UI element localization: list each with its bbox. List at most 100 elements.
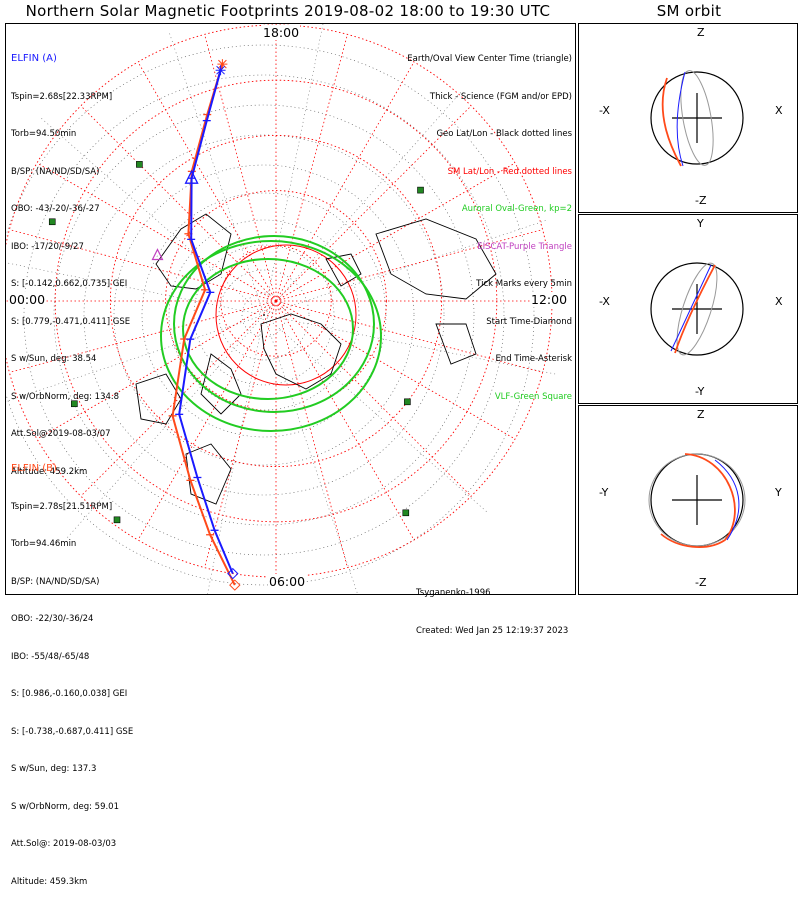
elfin-a-start-diamond (227, 567, 239, 580)
axis-label-right: X (775, 104, 783, 117)
sm-orbit-title: SM orbit (656, 2, 722, 20)
mlt-label-right: 12:00 (530, 292, 569, 307)
axis-label-bottom: -Y (695, 385, 705, 398)
elfin-a-line: Altitude: 459.2km (11, 466, 88, 477)
vlf-station-square (71, 400, 78, 408)
eiscat-triangle (151, 248, 164, 261)
axis-label-left: -Y (599, 486, 609, 499)
legend-entry: Start Time-Diamond (486, 316, 572, 327)
elfin-b-end-asterisk (217, 59, 228, 70)
polar-map-svg (6, 24, 559, 594)
elfin-b-line: OBO: -22/30/-36/24 (11, 614, 94, 624)
elfin-a-orbit (714, 459, 740, 541)
elfin-a-view-triangle (184, 169, 199, 184)
elfin-a-line: Torb=94.50min (11, 129, 77, 139)
elfin-b-line: S: [0.986,-0.160,0.038] GEI (11, 689, 128, 699)
axis-label-left: -X (599, 295, 610, 308)
geo-lat-circle (241, 292, 287, 338)
coastline (435, 323, 477, 365)
orbit-path (680, 70, 714, 166)
elfin-b-line: B/SP: (NA/ND/SD/SA) (11, 576, 100, 587)
vlf-station-square (402, 509, 410, 517)
elfin-b-line: Torb=94.46min (11, 539, 77, 549)
elfin-b-info: ELFIN (B) Tspin=2.78s[21.51RPM] Torb=94.… (11, 438, 133, 913)
sm-mlt-line (204, 34, 277, 302)
elfin-a-orbit (676, 71, 686, 167)
elfin-a-info: ELFIN (A) Tspin=2.68s[22.33RPM] Torb=94.… (11, 28, 130, 503)
axis-label-top: Y (697, 217, 704, 230)
elfin-a-line: S w/OrbNorm, deg: 134.8 (11, 391, 120, 402)
legend-entry: SM Lat/Lon - Red dotted lines (447, 166, 572, 177)
map-legend: Earth/Oval View Center Time (triangle) T… (407, 28, 572, 428)
sm-orbit-xz-panel: Z -Z -X X (578, 23, 798, 213)
geo-lat-circle (141, 192, 387, 438)
sm-orbit-yz-svg (648, 453, 746, 548)
elfin-a-line: IBO: -17/20/-9/27 (11, 241, 84, 252)
elfin-a-track (178, 69, 234, 574)
elfin-a-line: OBO: -43/-20/-36/-27 (11, 204, 100, 214)
elfin-a-line: S w/Sun, deg: 38.54 (11, 354, 97, 364)
coastline (260, 313, 342, 390)
geo-lat-circle (168, 219, 360, 411)
elfin-b-orbit (661, 77, 682, 167)
elfin-a-line: Tspin=2.68s[22.33RPM] (11, 91, 113, 102)
auroral-oval (160, 240, 382, 432)
elfin-b-orbit (660, 453, 736, 548)
mlt-label-top: 18:00 (262, 25, 301, 40)
legend-entry: Tick Marks every 5min (476, 279, 572, 289)
axis-label-right: Y (775, 486, 782, 499)
elfin-a-line: B/SP: (NA/ND/SD/SA) (11, 166, 100, 177)
earth-circle (650, 262, 744, 356)
axis-label-bottom: -Z (695, 194, 707, 207)
coastline (375, 218, 497, 300)
created-timestamp: Created: Wed Jan 25 12:19:37 2023 (416, 625, 569, 636)
sm-mlt-line (275, 300, 348, 568)
sm-mlt-line (137, 61, 277, 302)
coastline (155, 213, 232, 290)
elfin-a-line: S: [-0.142,0.662,0.735] GEI (11, 279, 128, 289)
orbit-path (648, 453, 746, 547)
geo-lat-circle (23, 74, 505, 556)
sm-lat-circle (109, 134, 443, 468)
geo-lat-circle (53, 104, 475, 526)
model-name: Tsyganenko-1996 (416, 588, 491, 598)
sm-orbit-yz-panel: Z -Z -Y Y (578, 405, 798, 595)
polar-map-panel: ELFIN (A) Tspin=2.68s[22.33RPM] Torb=94.… (5, 23, 576, 887)
elfin-b-orbit (674, 264, 716, 354)
elfin-a-header: ELFIN (A) (11, 53, 57, 64)
coastline (185, 443, 232, 505)
elfin-b-line: Tspin=2.78s[21.51RPM] (11, 501, 113, 512)
legend-entry: Earth/Oval View Center Time (triangle) (407, 54, 572, 64)
elfin-b-line: S w/Sun, deg: 137.3 (11, 764, 97, 774)
legend-entry: End Time-Asterisk (495, 354, 572, 364)
elfin-a-line: Att.Sol@2019-08-03/07 (11, 429, 111, 439)
sm-orbit-xy-svg (650, 262, 744, 356)
sm-lat-circle (220, 245, 332, 357)
vlf-station-square (417, 186, 424, 194)
geo-lat-circle (6, 44, 535, 586)
elfin-b-line: S: [-0.738,-0.687,0.411] GSE (11, 726, 134, 737)
sm-orbit-xz-svg (650, 70, 744, 167)
geo-lat-circle (218, 269, 310, 361)
geo-lat-circle (83, 134, 445, 496)
sm-orbit-xy-panel: Y -Y -X X (578, 214, 798, 404)
vlf-station-square (136, 161, 143, 168)
sm-mlt-line (275, 300, 415, 541)
vlf-station-square (48, 218, 56, 226)
mlt-label-bottom: 06:00 (268, 574, 307, 589)
legend-entry: VLF-Green Square (494, 391, 572, 402)
elfin-b-line: Altitude: 459.3km (11, 876, 88, 887)
mlt-label-left: 00:00 (8, 292, 47, 307)
auroral-oval (182, 258, 354, 400)
geo-lat-circle (193, 244, 335, 386)
axis-label-left: -X (599, 104, 610, 117)
axis-label-right: X (775, 295, 783, 308)
elfin-b-line: S w/OrbNorm, deg: 59.01 (11, 801, 120, 812)
sm-mlt-line (204, 300, 277, 568)
axis-label-top: Z (697, 408, 705, 421)
axis-label-top: Z (697, 26, 705, 39)
orbit-path (676, 262, 718, 356)
geo-lat-circle (113, 164, 415, 466)
earth-circle (650, 71, 744, 165)
elfin-b-track (171, 63, 236, 586)
